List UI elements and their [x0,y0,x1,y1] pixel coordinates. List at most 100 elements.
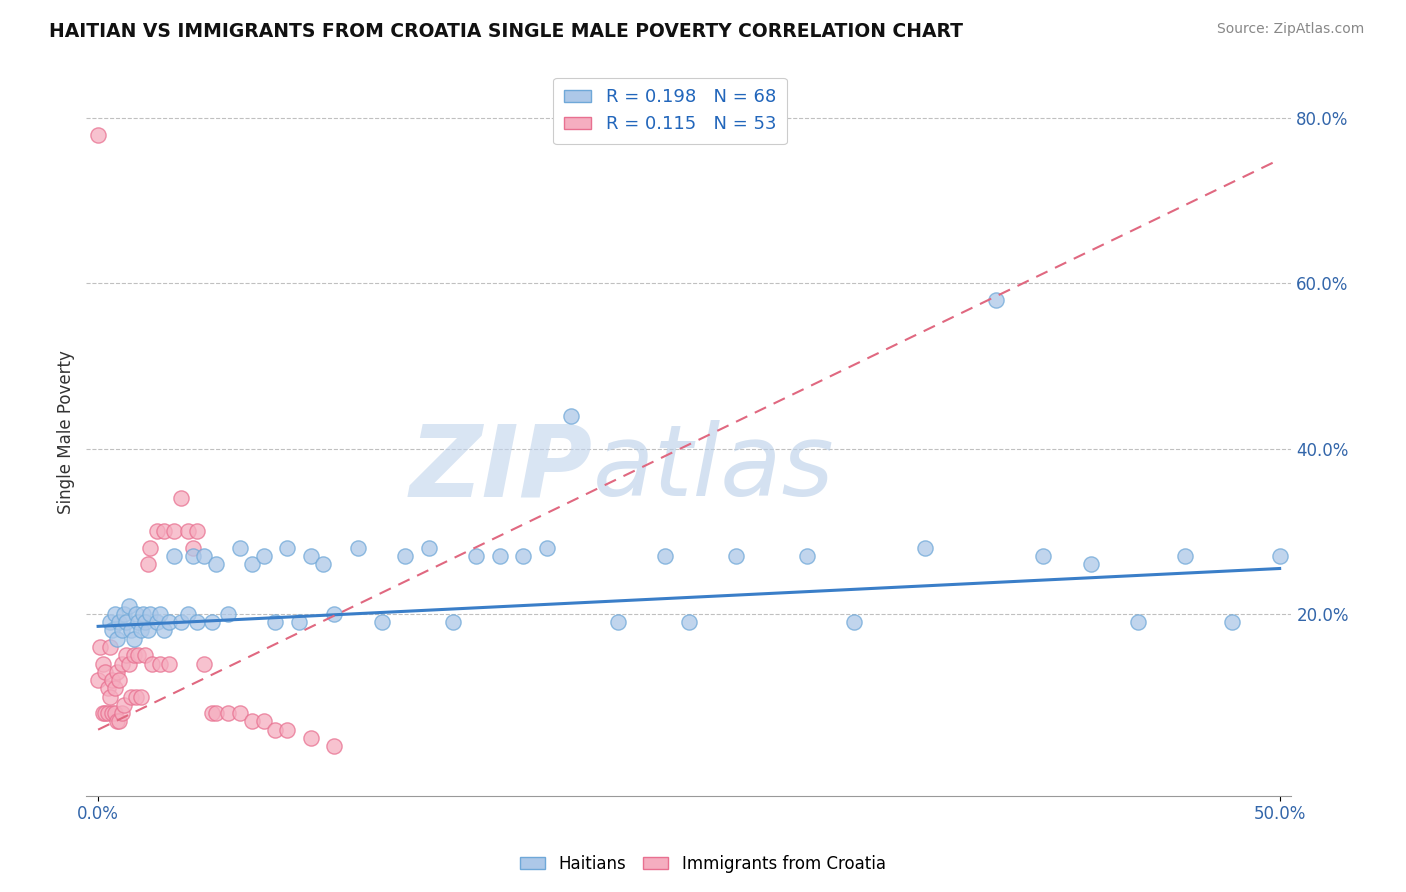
Point [323,739,346,754]
Point [607,615,630,630]
Point [205,558,228,572]
Y-axis label: Single Male Poverty: Single Male Poverty [58,351,75,514]
Point [94,706,117,720]
Point [914,541,936,555]
Point [87,128,110,142]
Point [311,558,333,572]
Point [181,549,204,563]
Point [120,690,142,704]
Point [91,657,114,671]
Point [108,714,131,729]
Point [177,524,200,539]
Point [146,615,169,630]
Point [229,706,252,720]
Point [299,549,322,563]
Text: HAITIAN VS IMMIGRANTS FROM CROATIA SINGLE MALE POVERTY CORRELATION CHART: HAITIAN VS IMMIGRANTS FROM CROATIA SINGL… [49,22,963,41]
Point [1268,549,1291,563]
Point [252,549,274,563]
Point [264,615,287,630]
Legend: Haitians, Immigrants from Croatia: Haitians, Immigrants from Croatia [513,848,893,880]
Point [181,541,204,555]
Point [240,558,263,572]
Point [118,657,141,671]
Point [125,607,148,621]
Point [229,541,252,555]
Point [984,293,1007,307]
Point [1222,615,1244,630]
Point [98,615,121,630]
Point [193,657,215,671]
Point [120,624,142,638]
Point [141,657,163,671]
Text: ZIP: ZIP [409,420,592,517]
Point [112,607,135,621]
Point [536,541,558,555]
Point [1126,615,1149,630]
Point [323,607,346,621]
Point [1080,558,1102,572]
Point [136,558,159,572]
Point [146,524,169,539]
Point [96,681,118,696]
Point [98,690,121,704]
Point [1032,549,1054,563]
Point [240,714,263,729]
Point [139,607,162,621]
Point [127,648,149,663]
Point [108,615,131,630]
Point [108,673,131,687]
Point [105,632,128,646]
Point [115,648,138,663]
Point [101,706,124,720]
Point [132,607,155,621]
Point [276,723,298,737]
Point [177,607,200,621]
Point [153,624,176,638]
Point [678,615,700,630]
Point [163,524,186,539]
Point [104,681,127,696]
Point [129,624,152,638]
Point [89,640,111,654]
Point [217,607,239,621]
Point [512,549,534,563]
Point [94,665,117,679]
Point [347,541,370,555]
Point [299,731,322,745]
Point [217,706,239,720]
Point [200,706,222,720]
Point [98,640,121,654]
Point [148,657,170,671]
Point [101,624,124,638]
Point [394,549,416,563]
Point [205,706,228,720]
Point [112,698,135,712]
Point [418,541,440,555]
Point [654,549,676,563]
Point [115,615,138,630]
Point [170,491,193,506]
Point [101,673,124,687]
Point [186,615,208,630]
Point [370,615,392,630]
Point [129,690,152,704]
Point [200,615,222,630]
Point [465,549,488,563]
Point [127,615,149,630]
Point [111,624,134,638]
Point [796,549,818,563]
Point [125,690,148,704]
Point [134,615,156,630]
Point [105,665,128,679]
Point [118,599,141,613]
Point [1174,549,1197,563]
Point [157,657,180,671]
Point [186,524,208,539]
Point [111,706,134,720]
Point [1316,615,1339,630]
Point [87,673,110,687]
Point [725,549,748,563]
Point [122,648,145,663]
Point [252,714,274,729]
Point [134,648,156,663]
